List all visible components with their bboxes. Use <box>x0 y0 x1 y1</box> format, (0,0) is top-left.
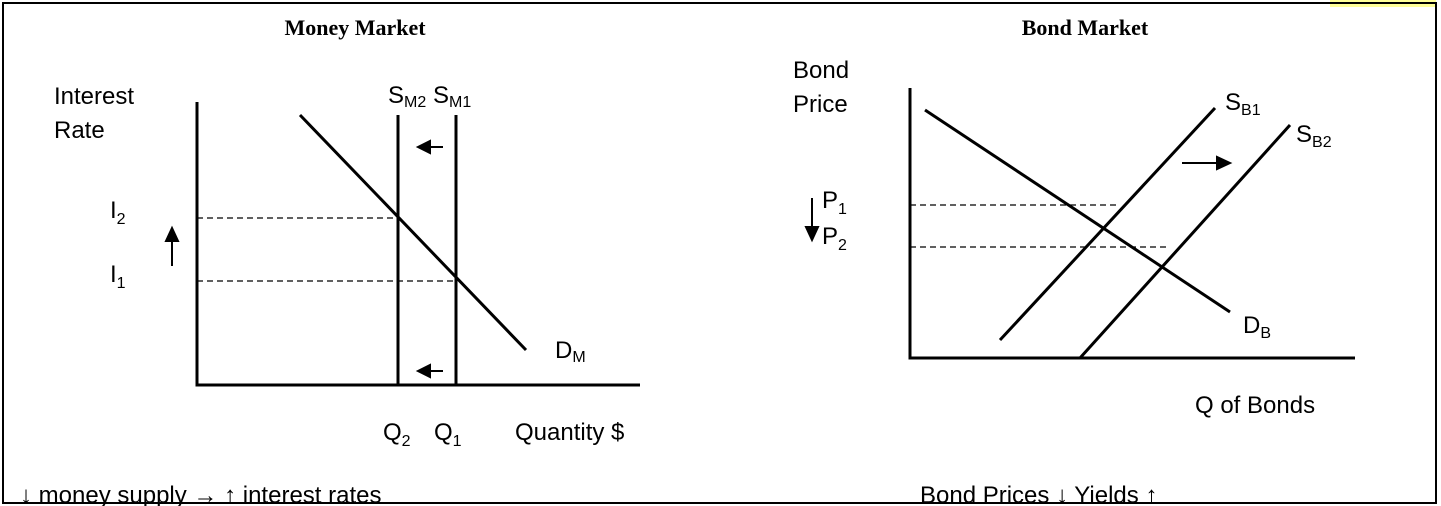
curve-label: SM1 <box>433 82 471 111</box>
shift-arrows <box>804 155 1233 243</box>
panel-title: Money Market <box>284 15 426 40</box>
axis-value: Q1 <box>434 419 462 450</box>
supply-curve <box>998 106 1217 342</box>
axis-value: P2 <box>822 223 847 254</box>
axis-value: I1 <box>110 261 126 292</box>
axis-label: Rate <box>54 117 105 144</box>
axis-value: P1 <box>822 187 847 218</box>
curve-label: DB <box>1243 312 1271 342</box>
shift-arrows <box>164 139 443 379</box>
money-market: Money Market Interest Rate SM2 SM1 DM I2… <box>20 15 640 506</box>
curve-label: DM <box>555 337 586 366</box>
caption: ↓ money supply → ↑ interest rates <box>20 482 381 506</box>
axis-label: Price <box>793 91 848 118</box>
axis-label: Quantity $ <box>515 419 624 446</box>
axis-value: Q2 <box>383 419 411 450</box>
bond-market: Bond Market Bond Price SB1 SB2 DB P1 P2 … <box>793 15 1355 506</box>
axis-label: Interest <box>54 83 134 110</box>
caption: Bond Prices ↓ Yields ↑ <box>920 482 1157 506</box>
curve-label: SM2 <box>388 82 426 111</box>
axis-value: I2 <box>110 197 126 228</box>
curve-label: SB2 <box>1296 121 1332 151</box>
panel-title: Bond Market <box>1022 15 1149 40</box>
demand-curve <box>298 113 528 352</box>
supply-curve <box>1078 123 1292 360</box>
demand-curve <box>924 108 1231 314</box>
axes <box>195 102 640 387</box>
axis-label: Bond <box>793 57 849 84</box>
axes <box>908 88 1355 360</box>
axis-label: Q of Bonds <box>1195 392 1315 419</box>
curve-label: SB1 <box>1225 89 1261 119</box>
